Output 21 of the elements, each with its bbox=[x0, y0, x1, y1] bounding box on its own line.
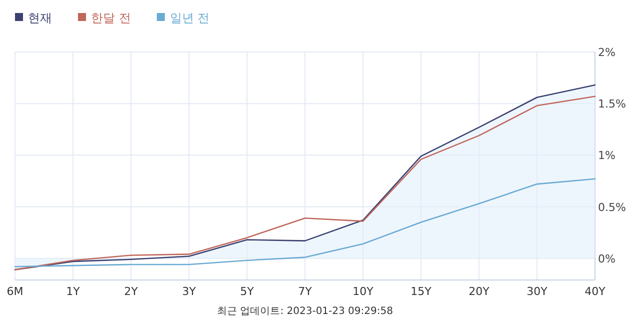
x-tick-label: 30Y bbox=[526, 285, 548, 298]
y-tick-label: 0% bbox=[598, 252, 616, 266]
y-tick-label: 1% bbox=[598, 149, 616, 162]
x-tick-label: 40Y bbox=[584, 285, 606, 298]
x-tick-label: 15Y bbox=[410, 285, 432, 298]
x-tick-label: 3Y bbox=[182, 285, 196, 298]
legend-label: 일년 전 bbox=[170, 11, 210, 25]
x-tick-label: 5Y bbox=[240, 285, 254, 298]
y-tick-label: 2% bbox=[598, 46, 616, 59]
y-tick-label: 0.5% bbox=[598, 200, 626, 214]
legend-label: 한달 전 bbox=[91, 11, 131, 25]
x-tick-label: 1Y bbox=[66, 285, 80, 298]
x-tick-label: 6M bbox=[6, 285, 24, 298]
x-tick-label: 2Y bbox=[124, 285, 138, 298]
x-tick-label: 20Y bbox=[468, 285, 490, 298]
text: 최근 업데이트: 2023-01-23 09:29:58 bbox=[217, 306, 393, 317]
y-tick-label: 1.5% bbox=[598, 98, 626, 111]
x-tick-label: 10Y bbox=[352, 285, 374, 298]
x-tick-label: 7Y bbox=[298, 285, 312, 298]
line-series bbox=[14, 178, 596, 268]
legend-label: 현재 bbox=[28, 11, 52, 25]
